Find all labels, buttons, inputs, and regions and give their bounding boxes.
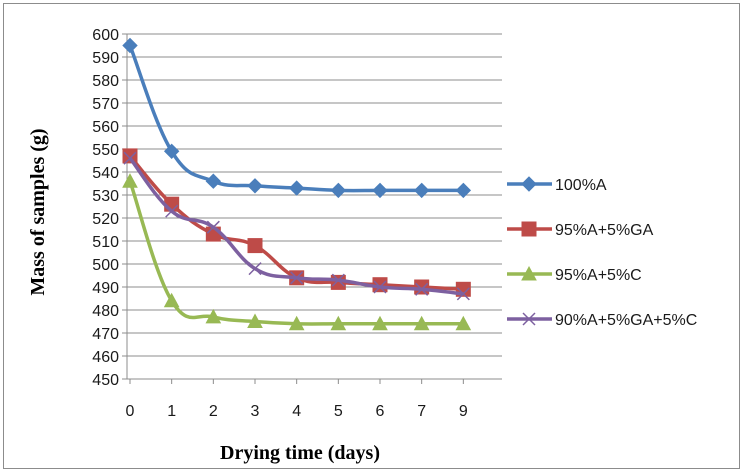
series-line [128, 180, 464, 326]
data-point [372, 182, 388, 199]
y-tick-label: 550 [92, 142, 119, 159]
y-tick-label: 590 [92, 50, 119, 67]
data-point [205, 308, 222, 324]
data-point [122, 37, 138, 54]
x-tick-label: 4 [292, 403, 301, 420]
x-tick-label: 7 [417, 403, 426, 420]
x-tick-label: 1 [167, 403, 176, 420]
axes [122, 33, 502, 384]
marker-stroke [456, 287, 470, 301]
series-90-a-5-ga-5-c [123, 151, 470, 301]
legend-label: 95%A+5%GA [555, 222, 654, 239]
marker-stroke [522, 312, 536, 326]
data-point [123, 151, 137, 165]
data-point [413, 182, 430, 199]
legend-item: 100%A [507, 176, 607, 194]
data-point [205, 173, 222, 189]
legend-label: 95%A+5%C [555, 267, 642, 284]
x-tick-label: 6 [376, 403, 385, 420]
legend-item: 95%A+5%GA [507, 221, 654, 239]
series-lines [122, 37, 472, 331]
legend-marker [521, 265, 537, 281]
x-tick-label: 9 [459, 403, 468, 420]
legend-label: 90%A+5%GA+5%C [555, 312, 697, 329]
data-point [413, 315, 430, 331]
series-line [128, 154, 464, 292]
series-line [128, 44, 464, 193]
data-point [414, 279, 430, 295]
data-point [163, 143, 180, 160]
data-point [163, 292, 180, 308]
data-point [290, 271, 304, 285]
data-point [456, 287, 470, 301]
y-tick-label: 560 [92, 119, 119, 136]
legend: 100%A 95%A+5%GA 95%A+5%C 90%A+5%GA+5%C [507, 176, 697, 329]
y-tick-label: 520 [92, 211, 119, 228]
data-point [372, 315, 388, 331]
y-tick-label: 580 [92, 73, 119, 90]
data-point [122, 148, 138, 164]
line-chart: 4504604704804905005105205305405505605705… [27, 27, 697, 464]
marker-stroke [331, 273, 345, 287]
x-tick-label: 3 [251, 403, 260, 420]
data-point [373, 280, 387, 294]
legend-item: 95%A+5%C [507, 265, 642, 284]
marker-stroke [206, 220, 220, 234]
legend-marker [521, 221, 537, 237]
data-point [122, 173, 138, 188]
data-point [330, 315, 347, 331]
data-point [206, 220, 220, 234]
y-tick-label: 510 [92, 234, 119, 251]
tick-labels: 4504604704804905005105205305405505605705… [92, 27, 468, 420]
data-point [455, 182, 472, 199]
legend-label: 100%A [555, 177, 607, 194]
y-tick-label: 600 [92, 27, 119, 44]
series-95-a-5-c [122, 173, 472, 331]
data-point [248, 262, 262, 276]
series-100-a [122, 37, 472, 199]
marker-stroke [373, 280, 387, 294]
chart-area: 450 460 470 480 490 500 510 520 530 540 550 560 570 5… [3, 3, 740, 469]
x-axis-title: Drying time (days) [220, 442, 380, 464]
x-tick-label: 2 [209, 403, 218, 420]
data-point [288, 180, 305, 196]
y-tick-label: 490 [92, 280, 119, 297]
y-tick-label: 450 [92, 372, 119, 389]
x-tick-label: 5 [334, 403, 343, 420]
data-point [247, 313, 263, 328]
series-95-a-5-ga [122, 148, 471, 297]
y-tick-label: 470 [92, 326, 119, 343]
x-tick-label: 0 [126, 403, 135, 420]
y-tick-label: 480 [92, 303, 119, 320]
y-tick-label: 570 [92, 96, 119, 113]
marker-stroke [248, 262, 262, 276]
y-tick-label: 500 [92, 257, 119, 274]
data-point [247, 238, 263, 254]
data-point [331, 273, 345, 287]
marker-stroke [415, 282, 429, 296]
gridlines [127, 33, 502, 380]
legend-marker [522, 312, 536, 326]
data-point [288, 315, 305, 331]
data-point [247, 178, 263, 194]
y-tick-label: 530 [92, 188, 119, 205]
legend-item: 90%A+5%GA+5%C [507, 312, 697, 329]
data-point [455, 315, 472, 331]
y-axis-title: Mass of samples (g) [27, 128, 49, 295]
marker-stroke [123, 151, 137, 165]
data-point [330, 182, 347, 199]
y-tick-label: 540 [92, 165, 119, 182]
marker-stroke [165, 204, 179, 218]
data-point [165, 204, 179, 218]
y-tick-label: 460 [92, 349, 119, 366]
marker-stroke [290, 271, 304, 285]
legend-marker [521, 176, 537, 192]
data-point [415, 282, 429, 296]
